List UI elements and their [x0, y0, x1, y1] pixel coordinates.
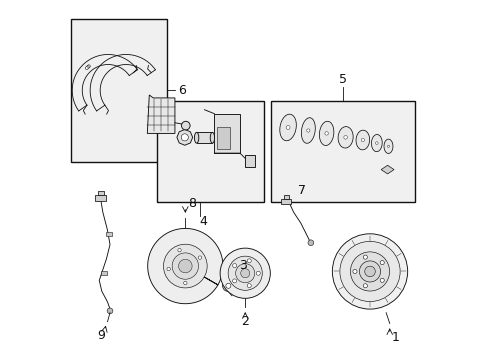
- Circle shape: [178, 248, 181, 252]
- Circle shape: [225, 283, 230, 288]
- Circle shape: [107, 308, 113, 314]
- Circle shape: [256, 271, 260, 275]
- Text: 7: 7: [297, 184, 305, 197]
- Bar: [106, 231, 112, 236]
- Bar: [217, 127, 230, 149]
- Circle shape: [307, 240, 313, 246]
- Circle shape: [386, 145, 389, 147]
- Polygon shape: [337, 127, 352, 148]
- Bar: [280, 199, 290, 204]
- Circle shape: [324, 132, 327, 135]
- Polygon shape: [383, 139, 392, 153]
- Polygon shape: [147, 95, 175, 134]
- Circle shape: [285, 126, 289, 129]
- Circle shape: [163, 244, 207, 288]
- Bar: [156, 101, 264, 202]
- Polygon shape: [355, 130, 369, 150]
- Circle shape: [306, 129, 309, 132]
- Circle shape: [363, 255, 366, 259]
- Circle shape: [352, 269, 356, 274]
- Circle shape: [178, 259, 192, 273]
- Polygon shape: [301, 118, 315, 143]
- Circle shape: [361, 138, 364, 141]
- Text: 8: 8: [188, 197, 196, 210]
- Circle shape: [359, 261, 380, 282]
- Bar: [244, 155, 254, 167]
- Circle shape: [339, 241, 399, 302]
- Circle shape: [181, 134, 188, 141]
- Text: 6: 6: [178, 84, 185, 97]
- Circle shape: [86, 66, 89, 68]
- Circle shape: [172, 253, 198, 279]
- Circle shape: [375, 142, 377, 144]
- Circle shape: [363, 284, 366, 288]
- Text: 5: 5: [338, 73, 346, 86]
- Text: 2: 2: [241, 315, 249, 328]
- Circle shape: [198, 256, 201, 259]
- Circle shape: [222, 280, 234, 292]
- Circle shape: [379, 278, 384, 282]
- Circle shape: [350, 252, 389, 291]
- Bar: [95, 195, 105, 201]
- Circle shape: [235, 264, 254, 283]
- Polygon shape: [371, 135, 382, 152]
- Text: 3: 3: [238, 259, 246, 272]
- Circle shape: [343, 135, 347, 139]
- Circle shape: [181, 121, 190, 130]
- Bar: [214, 114, 240, 153]
- Circle shape: [232, 264, 236, 267]
- Circle shape: [183, 281, 186, 285]
- Circle shape: [232, 279, 236, 283]
- Circle shape: [332, 234, 407, 309]
- Text: 9: 9: [97, 329, 105, 342]
- Text: 4: 4: [199, 215, 207, 228]
- Text: 1: 1: [390, 331, 398, 344]
- Circle shape: [247, 259, 251, 263]
- Polygon shape: [319, 121, 333, 145]
- Bar: [98, 191, 104, 195]
- Circle shape: [166, 267, 170, 271]
- Bar: [196, 132, 212, 143]
- Polygon shape: [380, 165, 393, 174]
- Polygon shape: [147, 229, 223, 304]
- Circle shape: [85, 67, 88, 69]
- Ellipse shape: [194, 132, 199, 143]
- Polygon shape: [279, 114, 296, 141]
- Circle shape: [240, 269, 249, 278]
- Ellipse shape: [210, 132, 214, 143]
- Bar: [271, 101, 414, 202]
- Circle shape: [379, 261, 384, 265]
- Circle shape: [220, 248, 270, 298]
- Circle shape: [364, 266, 374, 277]
- Circle shape: [228, 256, 262, 290]
- Bar: [70, 19, 167, 162]
- Bar: [283, 195, 289, 199]
- Circle shape: [87, 65, 90, 68]
- Bar: [101, 271, 106, 275]
- Polygon shape: [177, 130, 192, 145]
- Circle shape: [247, 284, 251, 288]
